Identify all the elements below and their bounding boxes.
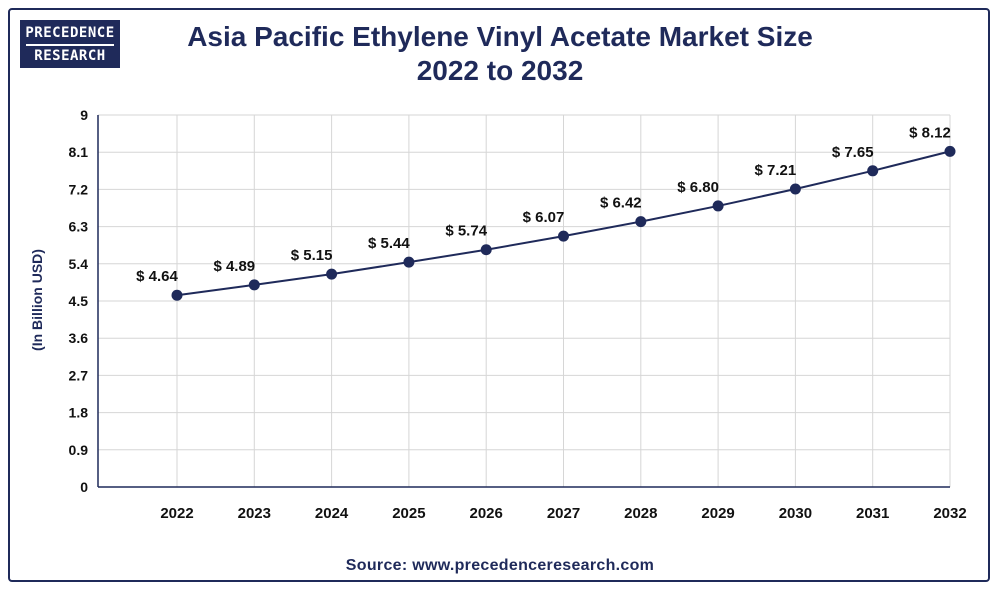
chart-title-line-1: Asia Pacific Ethylene Vinyl Acetate Mark… xyxy=(187,21,813,52)
logo-line-2: RESEARCH xyxy=(34,48,106,64)
data-point xyxy=(248,279,260,291)
y-tick-label: 3.6 xyxy=(69,330,89,346)
data-label: $ 7.21 xyxy=(755,162,797,179)
y-tick-labels: 0 0.9 1.8 2.7 3.6 4.5 5.4 6.3 7.2 8.1 9 xyxy=(69,107,89,495)
x-tick-label: 2023 xyxy=(238,505,271,522)
data-point xyxy=(944,145,956,157)
y-tick-label: 0 xyxy=(80,479,88,495)
y-axis-label: (In Billion USD) xyxy=(29,249,45,351)
chart-title: Asia Pacific Ethylene Vinyl Acetate Mark… xyxy=(150,20,850,88)
source-note: Source: www.precedenceresearch.com xyxy=(345,557,655,574)
x-tick-label: 2030 xyxy=(779,505,812,522)
data-label: $ 4.64 xyxy=(136,268,178,285)
x-tick-label: 2028 xyxy=(624,505,657,522)
y-tick-label: 2.7 xyxy=(69,367,89,383)
data-point xyxy=(558,230,569,242)
data-label: $ 8.12 xyxy=(909,124,951,141)
x-tick-label: 2024 xyxy=(315,505,349,522)
data-point xyxy=(171,289,183,301)
x-tick-labels: 2022 2023 2024 2025 2026 2027 2028 2029 2030 2031… xyxy=(160,505,966,522)
y-tick-label: 4.5 xyxy=(69,293,89,309)
logo-rule xyxy=(26,44,114,46)
data-labels: $ 4.64 $ 4.89 $ 5.15 $ 5.44 $ 5.74 $ 6.07 $ 6.… xyxy=(136,124,951,285)
data-label: $ 6.42 xyxy=(600,195,642,212)
x-tick-label: 2032 xyxy=(933,505,966,522)
data-label: $ 6.07 xyxy=(523,209,565,226)
x-tick-label: 2026 xyxy=(470,505,503,522)
data-label: $ 4.89 xyxy=(213,258,255,275)
y-tick-label: 0.9 xyxy=(69,442,89,458)
y-tick-label: 7.2 xyxy=(69,181,89,197)
data-point xyxy=(635,216,647,228)
y-tick-label: 8.1 xyxy=(69,144,89,160)
data-point xyxy=(712,200,724,212)
precedence-research-logo: PRECEDENCE RESEARCH xyxy=(20,20,120,68)
data-point xyxy=(403,256,415,268)
data-points xyxy=(171,145,956,301)
data-label: $ 7.65 xyxy=(832,144,874,161)
data-point xyxy=(867,165,879,177)
x-tick-label: 2025 xyxy=(392,505,425,522)
y-tick-label: 5.4 xyxy=(69,256,89,272)
data-point xyxy=(480,244,492,256)
grid-lines xyxy=(98,114,951,487)
logo-line-1: PRECEDENCE xyxy=(25,25,115,41)
x-tick-label: 2029 xyxy=(701,505,734,522)
x-tick-label: 2022 xyxy=(160,505,193,522)
data-label: $ 5.74 xyxy=(445,223,487,240)
data-label: $ 5.15 xyxy=(291,247,333,264)
y-tick-label: 6.3 xyxy=(69,219,89,235)
data-point xyxy=(789,183,801,195)
chart-title-line-2: 2022 to 2032 xyxy=(416,55,584,86)
data-label: $ 5.44 xyxy=(368,235,410,252)
data-label: $ 6.80 xyxy=(677,179,719,196)
x-tick-label: 2027 xyxy=(547,505,580,522)
y-tick-label: 1.8 xyxy=(69,405,89,421)
y-tick-label: 9 xyxy=(80,107,88,123)
x-tick-label: 2031 xyxy=(856,505,889,522)
axes xyxy=(97,115,950,488)
data-point xyxy=(326,268,338,280)
